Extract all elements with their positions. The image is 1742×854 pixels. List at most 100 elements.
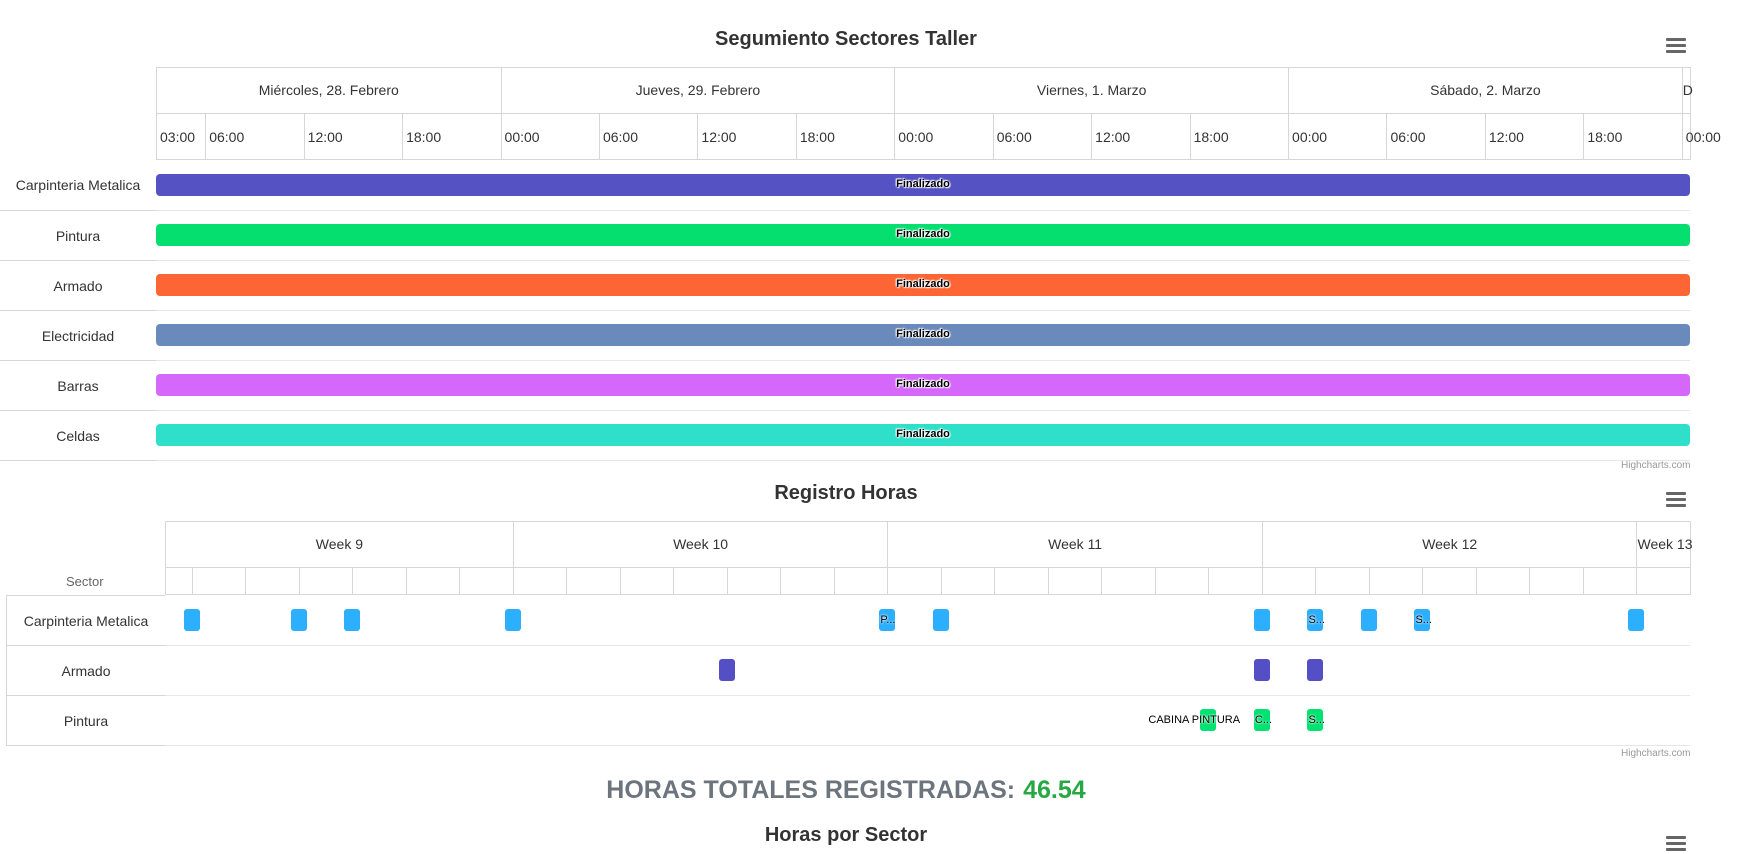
chart-menu-icon[interactable]	[1666, 38, 1686, 56]
row-gridline	[165, 695, 1690, 696]
axis-day-cell	[298, 567, 354, 595]
axis-day-cell	[1101, 567, 1156, 595]
axis-hour-cell: 18:00	[795, 113, 896, 160]
gantt-bar-label: Finalizado	[896, 328, 950, 340]
axis-day-cell	[1582, 567, 1638, 595]
axis-hour-cell: 12:00	[1091, 113, 1191, 160]
gantt-bar-label: Finalizado	[896, 278, 950, 290]
gantt-point	[1200, 709, 1217, 731]
axis-hour-label: 06:00	[1390, 129, 1426, 145]
category-label: Barras	[0, 360, 156, 411]
axis-day-cell: D	[1681, 67, 1693, 114]
gantt-bar-label: Finalizado	[896, 428, 950, 440]
chart-menu-icon[interactable]	[1666, 492, 1686, 510]
axis-week-cell: Week 10	[512, 521, 889, 568]
axis-day-cell: Miércoles, 28. Febrero	[156, 67, 502, 114]
row-gridline	[165, 645, 1690, 646]
axis-day-cell	[1422, 567, 1477, 595]
category-label: Celdas	[0, 410, 156, 461]
axis-hour-label: 00:00	[1292, 129, 1328, 145]
axis-hour-cell: 12:00	[303, 113, 404, 160]
row-gridline	[156, 410, 1690, 411]
gantt-point-label: CABINA PINTURA	[1148, 714, 1241, 726]
total-hours-summary: HORAS TOTALES REGISTRADAS: 46.54	[0, 776, 1692, 805]
credits-link[interactable]: Highcharts.com	[1621, 748, 1691, 759]
gantt-point	[290, 609, 307, 631]
axis-day-cell	[512, 567, 568, 595]
chart-menu-icon[interactable]	[1666, 836, 1686, 854]
axis-week-cell: Week 13	[1636, 521, 1692, 568]
axis-day-cell: Sábado, 2. Marzo	[1288, 67, 1683, 114]
gantt-point	[1253, 659, 1270, 681]
axis-day-label: Sábado, 2. Marzo	[1430, 82, 1541, 98]
credits-link[interactable]: Highcharts.com	[1621, 460, 1691, 471]
axis-hour-label: 12:00	[307, 129, 343, 145]
chart-title: Registro Horas	[774, 482, 918, 504]
gantt-point	[879, 609, 896, 631]
axis-hour-cell: 12:00	[697, 113, 797, 160]
category-label: Armado	[6, 645, 165, 696]
axis-day-cell	[887, 567, 942, 595]
gantt-point	[1628, 609, 1645, 631]
axis-day-label: Viernes, 1. Marzo	[1036, 82, 1147, 98]
gantt-point	[1360, 609, 1377, 631]
axis-day-cell	[191, 567, 247, 595]
axis-week-label: Week 12	[1422, 536, 1478, 552]
axis-day-cell	[459, 567, 514, 595]
axis-hour-cell: 00:00	[500, 113, 600, 160]
gantt-point-label: S...	[1308, 714, 1325, 726]
gantt-bar	[156, 424, 1690, 446]
gantt-point-label: C...	[1254, 714, 1273, 726]
gantt-point-label: S...	[1415, 614, 1432, 626]
axis-hour-cell: 06:00	[992, 113, 1093, 160]
axis-hour-cell: 03:00	[156, 113, 207, 160]
gantt-point	[718, 659, 735, 681]
axis-day-cell	[833, 567, 889, 595]
axis-day-cell	[1315, 567, 1370, 595]
y-axis-title: Sector	[66, 574, 104, 589]
gantt-bar-label: Finalizado	[896, 178, 950, 190]
category-label: Armado	[0, 260, 156, 311]
gantt-bar	[156, 224, 1690, 246]
axis-hour-label: 06:00	[996, 129, 1032, 145]
gantt-bar	[156, 174, 1690, 196]
axis-day-cell	[1047, 567, 1103, 595]
category-label: Carpinteria Metalica	[6, 595, 165, 646]
axis-day-cell	[245, 567, 300, 595]
gantt-bar	[156, 374, 1690, 396]
gantt-point	[1253, 709, 1270, 731]
row-gridline	[165, 745, 1690, 746]
axis-day-cell	[940, 567, 996, 595]
axis-day-cell	[1636, 567, 1691, 595]
row-gridline	[156, 310, 1690, 311]
gantt-point	[344, 609, 361, 631]
axis-hour-label: 18:00	[799, 129, 835, 145]
category-label: Pintura	[6, 695, 165, 746]
axis-hour-label: 18:00	[406, 129, 442, 145]
axis-week-label: Week 10	[673, 536, 729, 552]
category-label: Electricidad	[0, 310, 156, 361]
axis-day-cell	[1475, 567, 1531, 595]
axis-hour-cell: 18:00	[1583, 113, 1683, 160]
gantt-bar	[156, 274, 1690, 296]
axis-hour-label: 00:00	[1685, 129, 1721, 145]
axis-day-label: Jueves, 29. Febrero	[635, 82, 761, 98]
axis-hour-label: 12:00	[1095, 129, 1131, 145]
axis-day-cell	[780, 567, 835, 595]
axis-day-label: Miércoles, 28. Febrero	[258, 82, 399, 98]
axis-day-label: D	[1682, 82, 1693, 98]
axis-day-cell	[1368, 567, 1424, 595]
axis-day-cell: Viernes, 1. Marzo	[894, 67, 1290, 114]
axis-hour-label: 18:00	[1587, 129, 1623, 145]
axis-day-cell: Jueves, 29. Febrero	[500, 67, 896, 114]
axis-hour-label: 06:00	[209, 129, 245, 145]
axis-hour-label: 12:00	[701, 129, 737, 145]
gantt-point	[183, 609, 200, 631]
total-hours-label: HORAS TOTALES REGISTRADAS:	[606, 776, 1016, 804]
axis-hour-cell: 00:00	[1288, 113, 1388, 160]
axis-day-cell	[673, 567, 728, 595]
gantt-point	[1414, 609, 1431, 631]
axis-hour-label: 12:00	[1488, 129, 1524, 145]
axis-hour-label: 00:00	[504, 129, 540, 145]
gantt-bar	[156, 324, 1690, 346]
